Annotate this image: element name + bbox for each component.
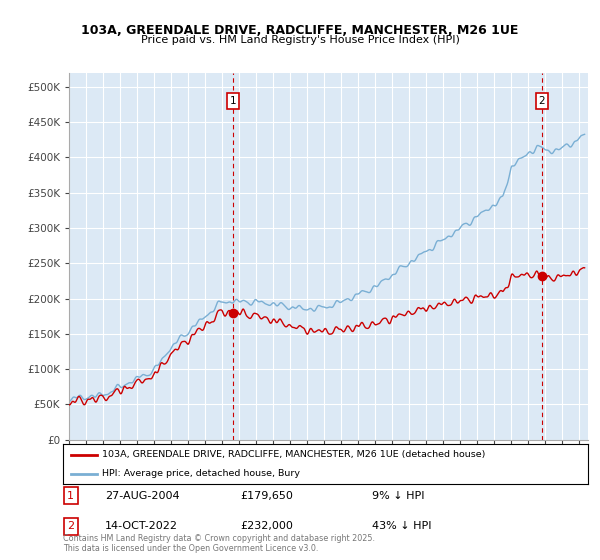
Text: £179,650: £179,650 [240,491,293,501]
Text: 103A, GREENDALE DRIVE, RADCLIFFE, MANCHESTER, M26 1UE (detached house): 103A, GREENDALE DRIVE, RADCLIFFE, MANCHE… [103,450,486,459]
Text: 103A, GREENDALE DRIVE, RADCLIFFE, MANCHESTER, M26 1UE: 103A, GREENDALE DRIVE, RADCLIFFE, MANCHE… [82,24,518,36]
Text: Contains HM Land Registry data © Crown copyright and database right 2025.
This d: Contains HM Land Registry data © Crown c… [63,534,375,553]
Text: 9% ↓ HPI: 9% ↓ HPI [372,491,425,501]
Text: 27-AUG-2004: 27-AUG-2004 [105,491,179,501]
Text: £232,000: £232,000 [240,521,293,531]
Text: HPI: Average price, detached house, Bury: HPI: Average price, detached house, Bury [103,469,301,478]
Text: 1: 1 [67,491,74,501]
Text: 1: 1 [230,96,236,106]
Text: 2: 2 [67,521,74,531]
Text: 2: 2 [539,96,545,106]
Text: 14-OCT-2022: 14-OCT-2022 [105,521,178,531]
Text: 43% ↓ HPI: 43% ↓ HPI [372,521,431,531]
Text: Price paid vs. HM Land Registry's House Price Index (HPI): Price paid vs. HM Land Registry's House … [140,35,460,45]
